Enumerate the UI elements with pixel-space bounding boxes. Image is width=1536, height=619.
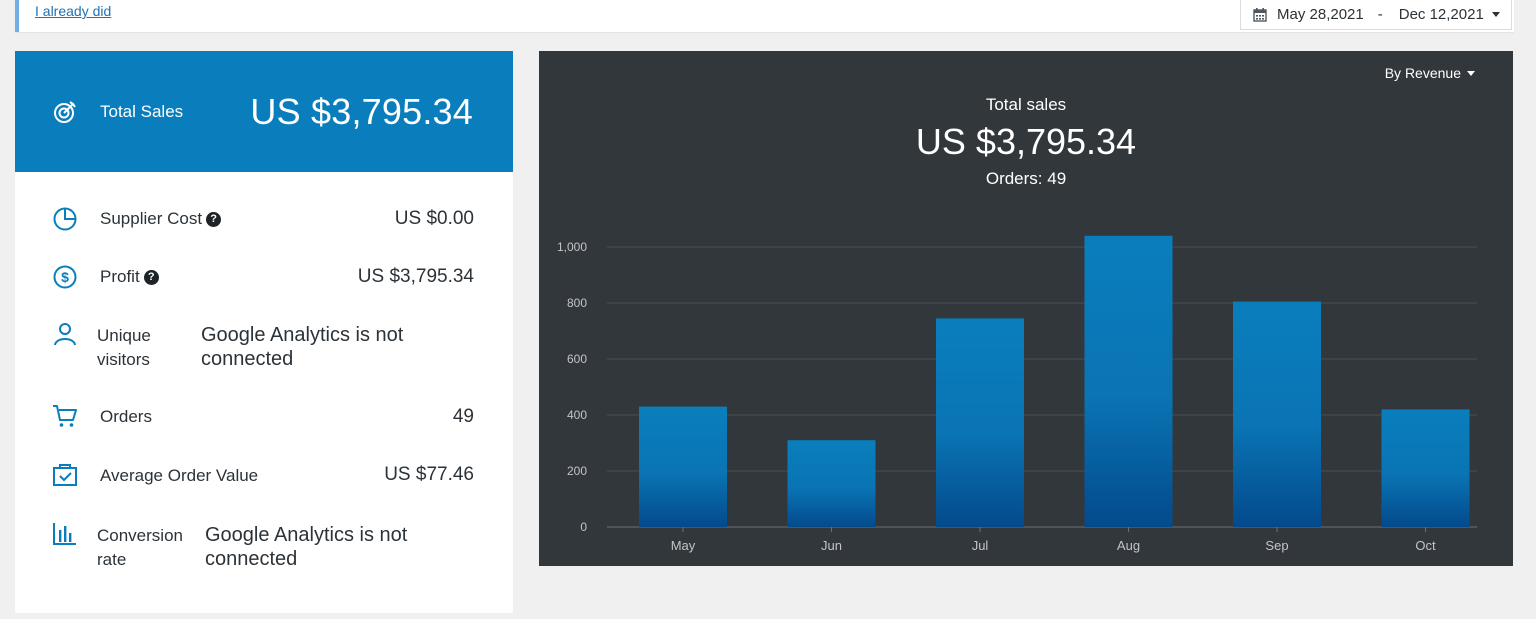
y-tick-label: 600 [567, 352, 587, 366]
shopping-bag-check-icon [53, 464, 77, 486]
bar [1084, 235, 1173, 528]
chart-orders-count: Orders: 49 [985, 169, 1067, 188]
x-tick-label: Jul [972, 538, 989, 553]
y-tick-label: 400 [567, 408, 587, 422]
bar [787, 440, 876, 527]
date-range-separator: - [1377, 6, 1383, 23]
profit-value: US $3,795.34 [357, 266, 474, 287]
date-range-picker[interactable]: May 28,2021 - Dec 12,2021 [1240, 0, 1512, 30]
total-sales-card: Total Sales US $3,795.34 [15, 51, 513, 172]
pie-chart-icon [53, 207, 77, 231]
calendar-icon [1253, 7, 1267, 22]
profit-row: $ Profit? US $3,795.34 [15, 264, 513, 294]
orders-row: Orders 49 [15, 403, 513, 433]
conversion-rate-row: Conversion rate Google Analytics is not … [15, 521, 513, 573]
sales-summary-panel: Total Sales US $3,795.34 Supplier Cost? … [15, 51, 513, 613]
date-range-end: Dec 12,2021 [1398, 6, 1484, 23]
target-icon [54, 100, 76, 123]
svg-text:$: $ [61, 269, 69, 285]
x-tick-label: Oct [1415, 538, 1436, 553]
y-tick-label: 800 [567, 296, 587, 310]
bar-chart-icon [53, 523, 76, 545]
average-order-value-label: Average Order Value [100, 466, 259, 485]
help-icon[interactable]: ? [206, 212, 222, 227]
bar [639, 406, 727, 527]
chart-title: Total sales [985, 95, 1067, 114]
bar [1381, 409, 1470, 527]
user-icon [54, 323, 76, 346]
unique-visitors-value: Google Analytics is not connected [201, 324, 404, 370]
supplier-cost-label: Supplier Cost [100, 209, 203, 228]
profit-label: Profit [100, 267, 140, 286]
x-tick-label: Sep [1265, 538, 1288, 553]
average-order-value-row: Average Order Value US $77.46 [15, 461, 513, 491]
bar [1233, 301, 1321, 527]
dollar-circle-icon: $ [53, 265, 77, 289]
help-icon[interactable]: ? [143, 270, 159, 285]
orders-label: Orders [100, 407, 152, 426]
sales-chart-panel: By Revenue Total sales US $3,795.34 Orde… [539, 51, 1513, 566]
x-tick-label: May [671, 538, 696, 553]
y-tick-label: 200 [567, 464, 587, 478]
bar [936, 318, 1024, 527]
supplier-cost-label-group: Supplier Cost? [100, 209, 222, 229]
revenue-bar-chart: 0 200 400 600 800 1,000 May Jun Jul Aug Sep Oct [557, 235, 1477, 553]
y-tick-label: 0 [580, 520, 587, 534]
unique-visitors-row: Unique visitors Google Analytics is not … [15, 321, 513, 373]
cart-icon [53, 405, 77, 427]
date-range-start: May 28,2021 [1277, 6, 1364, 23]
already-did-link[interactable]: I already did [35, 3, 112, 19]
total-sales-label: Total Sales [100, 101, 184, 121]
x-tick-label: Aug [1117, 538, 1140, 553]
supplier-cost-row: Supplier Cost? US $0.00 [15, 206, 513, 236]
chart-mode-label: By Revenue [1384, 65, 1461, 81]
y-tick-label: 1,000 [557, 240, 587, 254]
x-tick-label: Jun [821, 538, 842, 553]
unique-visitors-label: Unique visitors [97, 326, 151, 369]
chevron-down-icon [1467, 70, 1475, 76]
average-order-value-value: US $77.46 [384, 464, 474, 485]
profit-label-group: Profit? [100, 267, 159, 287]
supplier-cost-value: US $0.00 [394, 208, 474, 229]
orders-value: 49 [452, 406, 474, 427]
chart-mode-dropdown[interactable]: By Revenue [1385, 65, 1475, 81]
chevron-down-icon [1491, 12, 1500, 17]
chart-total-value: US $3,795.34 [915, 121, 1137, 162]
conversion-rate-value: Google Analytics is not connected [205, 524, 408, 570]
conversion-rate-label: Conversion rate [97, 526, 183, 569]
total-sales-value: US $3,795.34 [250, 90, 473, 132]
